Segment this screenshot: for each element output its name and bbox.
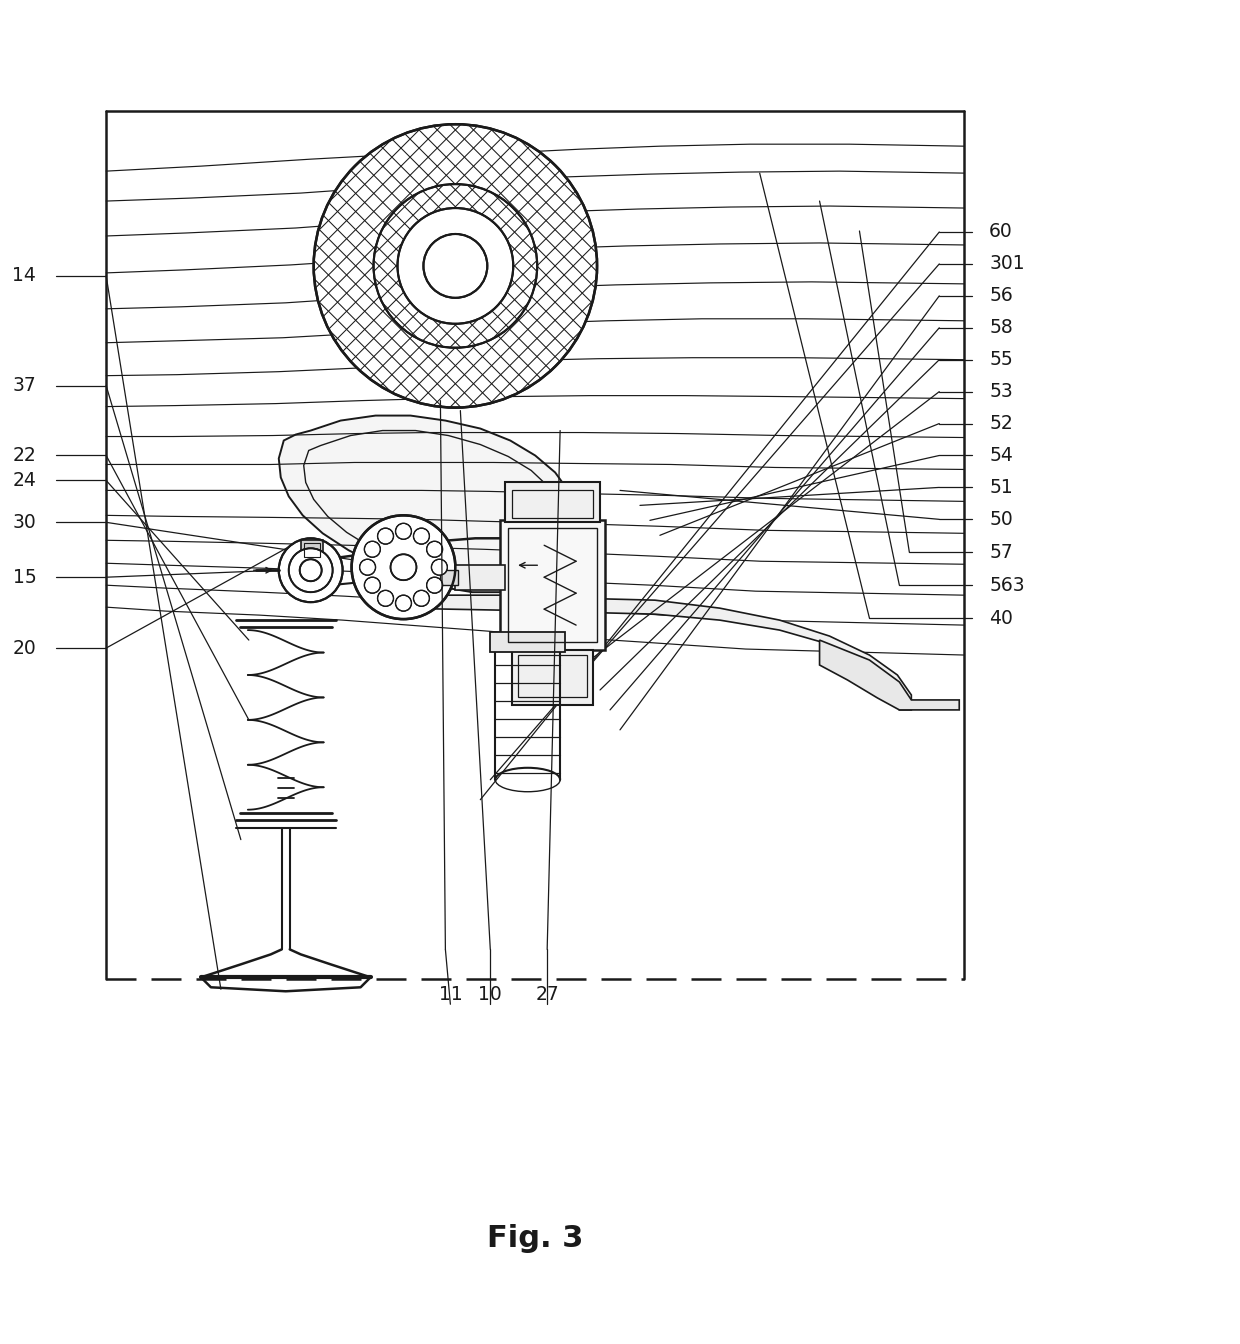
Text: 22: 22 <box>12 446 36 465</box>
Bar <box>490 632 565 652</box>
Bar <box>518 655 587 698</box>
Circle shape <box>377 528 393 544</box>
Bar <box>301 540 322 560</box>
Circle shape <box>314 124 596 407</box>
Bar <box>304 543 320 558</box>
Circle shape <box>413 590 429 606</box>
Bar <box>440 570 459 585</box>
Text: 14: 14 <box>12 266 36 285</box>
Text: 11: 11 <box>439 985 463 1004</box>
Text: 301: 301 <box>990 254 1024 273</box>
Circle shape <box>352 515 455 620</box>
Circle shape <box>413 528 429 544</box>
Circle shape <box>365 577 381 593</box>
Polygon shape <box>820 640 960 710</box>
Text: 50: 50 <box>990 509 1013 528</box>
Polygon shape <box>279 415 575 593</box>
Polygon shape <box>396 595 911 710</box>
Circle shape <box>360 559 376 575</box>
Circle shape <box>396 523 412 539</box>
Text: 60: 60 <box>990 223 1013 242</box>
Text: Fig. 3: Fig. 3 <box>487 1224 583 1253</box>
Text: 55: 55 <box>990 351 1013 370</box>
Circle shape <box>300 559 321 581</box>
Circle shape <box>377 590 393 606</box>
Text: 58: 58 <box>990 319 1013 337</box>
Circle shape <box>396 595 412 612</box>
Text: 40: 40 <box>990 609 1013 628</box>
Text: 51: 51 <box>990 478 1013 497</box>
Circle shape <box>427 577 443 593</box>
Circle shape <box>365 542 381 558</box>
Circle shape <box>279 539 342 602</box>
Bar <box>512 491 593 519</box>
Text: 563: 563 <box>990 575 1024 594</box>
Text: 52: 52 <box>990 414 1013 433</box>
Circle shape <box>289 548 332 593</box>
Text: 15: 15 <box>12 567 36 587</box>
Text: 27: 27 <box>536 985 559 1004</box>
Bar <box>505 482 600 523</box>
Bar <box>508 528 596 642</box>
Circle shape <box>373 184 537 348</box>
Circle shape <box>398 208 513 324</box>
Circle shape <box>423 234 487 298</box>
Bar <box>512 650 593 704</box>
Text: 20: 20 <box>12 638 36 657</box>
Bar <box>500 520 605 650</box>
Text: 37: 37 <box>12 376 36 395</box>
Bar <box>455 566 505 590</box>
Circle shape <box>391 554 417 581</box>
Text: 57: 57 <box>990 543 1013 562</box>
Text: 53: 53 <box>990 382 1013 401</box>
Circle shape <box>427 542 443 558</box>
Circle shape <box>432 559 448 575</box>
Text: 54: 54 <box>990 446 1013 465</box>
Text: 30: 30 <box>12 513 36 532</box>
Text: 10: 10 <box>479 985 502 1004</box>
Text: 24: 24 <box>12 470 36 491</box>
Text: 56: 56 <box>990 286 1013 305</box>
